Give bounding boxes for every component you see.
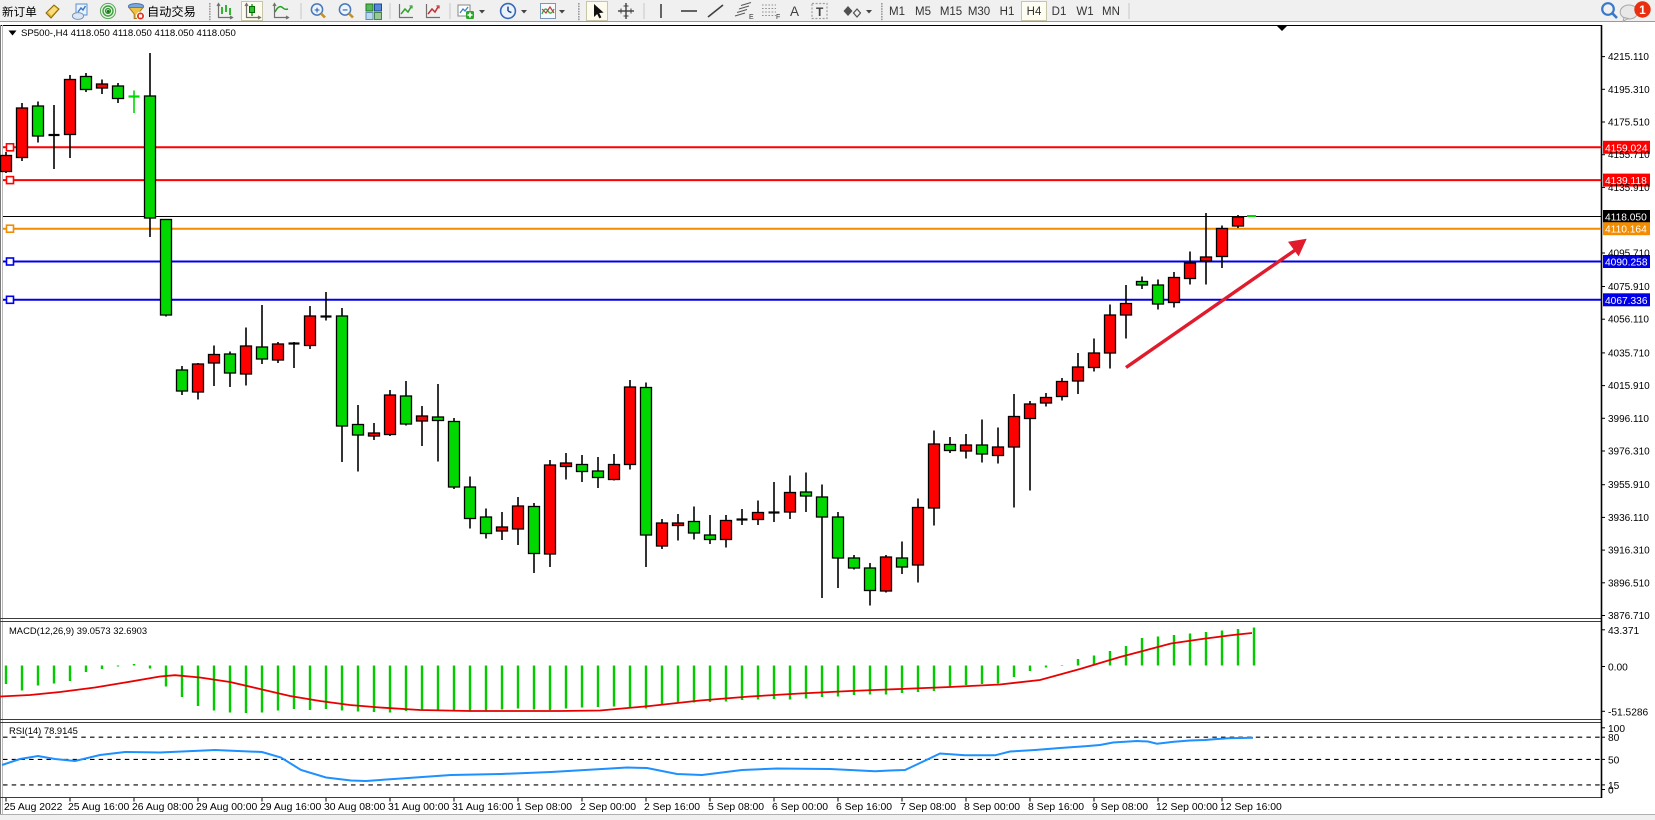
svg-text:80: 80 (1608, 733, 1620, 744)
svg-text:3896.510: 3896.510 (1608, 578, 1650, 589)
svg-text:8 Sep 00:00: 8 Sep 00:00 (964, 802, 1020, 813)
svg-text:H1: H1 (1000, 6, 1015, 18)
svg-text:-51.5286: -51.5286 (1608, 707, 1649, 718)
svg-text:6 Sep 00:00: 6 Sep 00:00 (772, 802, 828, 813)
svg-text:H4: H4 (1027, 6, 1042, 18)
svg-text:29 Aug 00:00: 29 Aug 00:00 (196, 802, 257, 813)
svg-text:4075.910: 4075.910 (1608, 282, 1650, 293)
svg-text:M30: M30 (968, 6, 990, 18)
svg-text:29 Aug 16:00: 29 Aug 16:00 (260, 802, 321, 813)
svg-text:D1: D1 (1052, 6, 1067, 18)
svg-text:50: 50 (1608, 755, 1620, 766)
svg-text:M5: M5 (915, 6, 931, 18)
svg-text:3916.310: 3916.310 (1608, 546, 1650, 557)
svg-text:E: E (749, 14, 754, 21)
svg-text:25 Aug 16:00: 25 Aug 16:00 (68, 802, 129, 813)
svg-text:4095.710: 4095.710 (1608, 249, 1650, 260)
svg-text:T: T (816, 5, 824, 19)
svg-text:8 Sep 16:00: 8 Sep 16:00 (1028, 802, 1084, 813)
svg-text:M1: M1 (889, 6, 905, 18)
svg-text:M15: M15 (940, 6, 962, 18)
svg-text:2 Sep 16:00: 2 Sep 16:00 (644, 802, 700, 813)
svg-text:−: − (342, 5, 348, 16)
svg-text:4015.910: 4015.910 (1608, 381, 1650, 392)
svg-text:100: 100 (1608, 724, 1625, 735)
svg-text:MN: MN (1102, 6, 1120, 18)
svg-text:12 Sep 00:00: 12 Sep 00:00 (1156, 802, 1218, 813)
svg-text:31 Aug 16:00: 31 Aug 16:00 (452, 802, 513, 813)
svg-text:MACD(12,26,9) 39.0573 32.6903: MACD(12,26,9) 39.0573 32.6903 (9, 625, 147, 636)
svg-text:2 Sep 00:00: 2 Sep 00:00 (580, 802, 636, 813)
svg-text:SP500-,H4 4118.050 4118.050 4: SP500-,H4 4118.050 4118.050 4118.050 411… (21, 28, 236, 39)
svg-text:1: 1 (1639, 3, 1646, 17)
svg-text:26 Aug 08:00: 26 Aug 08:00 (132, 802, 193, 813)
svg-text:3876.710: 3876.710 (1608, 611, 1650, 622)
svg-text:F: F (776, 14, 780, 21)
svg-text:30 Aug 08:00: 30 Aug 08:00 (324, 802, 385, 813)
svg-text:1 Sep 08:00: 1 Sep 08:00 (516, 802, 572, 813)
svg-text:0: 0 (1608, 786, 1614, 797)
svg-text:4118.050: 4118.050 (1605, 213, 1647, 224)
svg-text:4067.336: 4067.336 (1605, 296, 1648, 307)
svg-text:7 Sep 08:00: 7 Sep 08:00 (900, 802, 956, 813)
svg-text:43.371: 43.371 (1608, 626, 1639, 637)
svg-text:A: A (790, 4, 799, 19)
svg-text:4195.310: 4195.310 (1608, 85, 1650, 96)
svg-text:4090.258: 4090.258 (1605, 258, 1648, 269)
svg-text:W1: W1 (1076, 6, 1093, 18)
svg-text:12 Sep 16:00: 12 Sep 16:00 (1220, 802, 1282, 813)
svg-text:3936.110: 3936.110 (1608, 513, 1649, 524)
svg-text:25 Aug 2022: 25 Aug 2022 (4, 802, 63, 813)
svg-text:4056.110: 4056.110 (1608, 315, 1649, 326)
svg-text:4175.510: 4175.510 (1608, 118, 1650, 129)
svg-text:9 Sep 08:00: 9 Sep 08:00 (1092, 802, 1148, 813)
svg-text:RSI(14) 78.9145: RSI(14) 78.9145 (9, 725, 78, 736)
svg-text:0.00: 0.00 (1608, 663, 1628, 674)
svg-text:4135.910: 4135.910 (1608, 183, 1650, 194)
svg-text:31 Aug 00:00: 31 Aug 00:00 (388, 802, 449, 813)
svg-text:4215.110: 4215.110 (1608, 52, 1649, 63)
svg-text:3955.910: 3955.910 (1608, 480, 1650, 491)
svg-text:4155.710: 4155.710 (1608, 150, 1650, 161)
svg-text:15: 15 (1608, 781, 1620, 792)
svg-text:3996.110: 3996.110 (1608, 414, 1649, 425)
svg-text:5 Sep 08:00: 5 Sep 08:00 (708, 802, 764, 813)
svg-text:3976.310: 3976.310 (1608, 447, 1650, 458)
svg-text:4159.024: 4159.024 (1605, 143, 1648, 154)
svg-text:6 Sep 16:00: 6 Sep 16:00 (836, 802, 892, 813)
svg-text:+: + (314, 5, 320, 16)
svg-text:4110.164: 4110.164 (1605, 225, 1647, 236)
svg-text:4139.118: 4139.118 (1605, 176, 1647, 187)
svg-text:4035.710: 4035.710 (1608, 348, 1650, 359)
